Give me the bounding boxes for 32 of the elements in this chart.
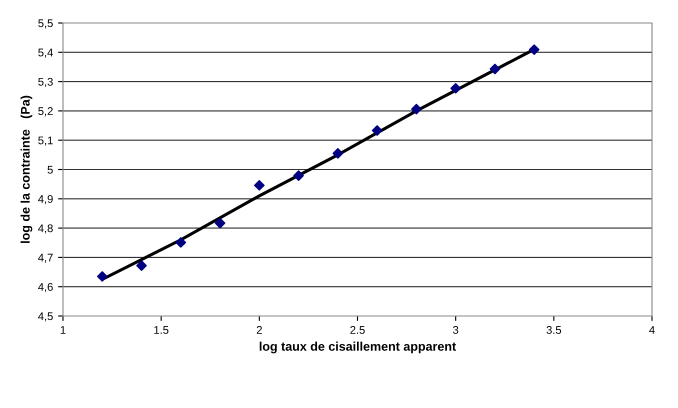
y-tick-label: 5,3: [38, 78, 53, 88]
x-tick-label: 3: [453, 326, 458, 334]
x-tick-label: 4: [649, 326, 655, 334]
point: [96, 271, 108, 282]
y-tick-label: 5,2: [38, 107, 53, 116]
point: [450, 83, 461, 94]
point: [176, 237, 186, 248]
point: [332, 148, 344, 159]
x-tick-label: 2: [256, 326, 262, 334]
point: [411, 104, 422, 114]
y-tick-label: 4,7: [38, 254, 53, 263]
y-tick-label: 4,8: [38, 224, 53, 234]
y-tick-label: 4,6: [38, 282, 53, 292]
x-axis-title: log taux de cisaillement apparent: [260, 342, 456, 354]
y-tick-label: 5,4: [38, 48, 53, 58]
point: [214, 218, 226, 228]
point: [254, 180, 265, 191]
point: [372, 125, 382, 136]
y-axis-title: log de la contrainte (Pa): [20, 96, 32, 243]
y-tick-label: 5,1: [38, 136, 53, 146]
point: [490, 64, 500, 74]
point: [136, 260, 147, 271]
x-tick-label: 2.5: [350, 326, 365, 334]
point: [528, 44, 540, 55]
y-tick-label: 5,5: [38, 19, 53, 28]
y-tick-label: 4,9: [38, 195, 53, 204]
x-tick-label: 1: [60, 326, 66, 334]
point: [293, 170, 304, 181]
y-tick-label: 5: [48, 166, 53, 174]
x-tick-label: 1.5: [154, 326, 168, 334]
y-tick-label: 4,5: [38, 312, 53, 322]
x-tick-label: 3.5: [546, 326, 562, 334]
